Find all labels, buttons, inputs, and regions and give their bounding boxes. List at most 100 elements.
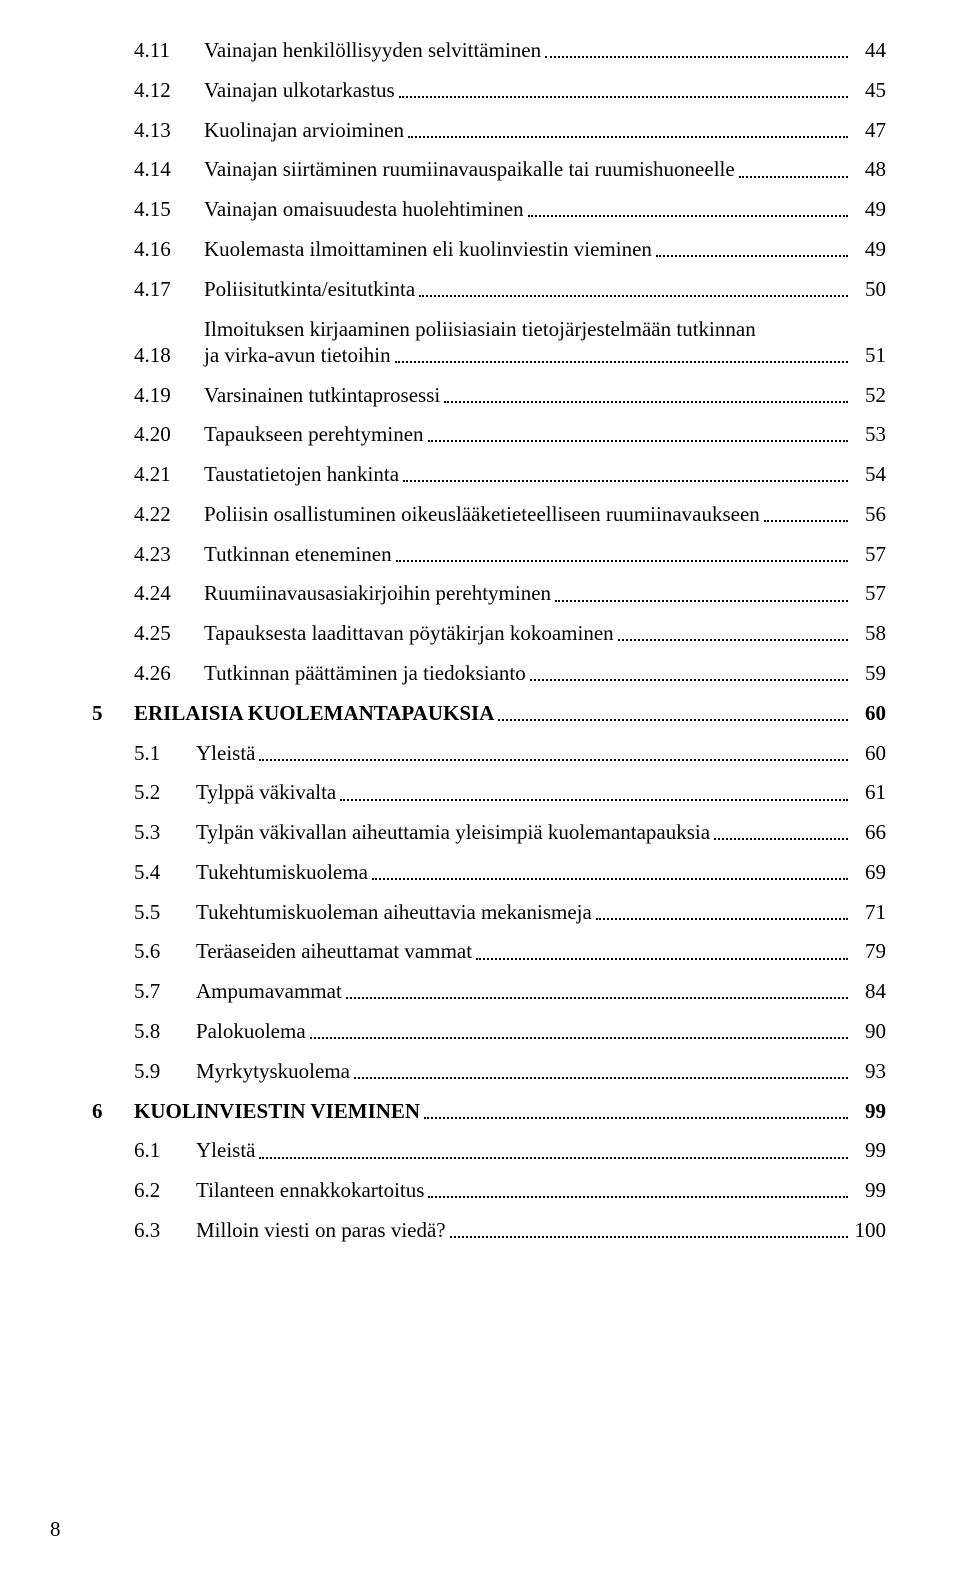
toc-page-number: 61 [850,780,886,805]
toc-section-number: 5.8 [134,1019,196,1044]
toc-title: ERILAISIA KUOLEMANTAPAUKSIA [134,701,494,726]
toc-leader-dots [739,175,848,178]
toc-chapter-number [92,900,134,925]
toc-chapter-number [92,1019,134,1044]
toc-section-number: 4.19 [134,383,204,408]
toc-chapter-number [92,277,134,302]
toc-title: Varsinainen tutkintaprosessi [204,383,440,408]
toc-chapter-number [92,979,134,1004]
toc-leader-dots [408,135,848,138]
toc-section-number: 5.1 [134,741,196,766]
toc-title: Palokuolema [196,1019,306,1044]
toc-leader-dots [656,254,848,257]
toc-section-entry: 4.15Vainajan omaisuudesta huolehtiminen4… [92,197,886,222]
toc-page-number: 60 [850,701,886,726]
toc-title: Tutkinnan eteneminen [204,542,392,567]
toc-leader-dots [545,55,848,58]
toc-chapter-number: 6 [92,1099,134,1124]
toc-chapter-number [92,38,134,63]
toc-title: Tutkinnan päättäminen ja tiedoksianto [204,661,526,686]
toc-title: Poliisin osallistuminen oikeuslääketiete… [204,502,760,527]
toc-chapter-number [92,1138,134,1163]
toc-section-number: 4.16 [134,237,204,262]
toc-title: Tilanteen ennakkokartoitus [196,1178,424,1203]
toc-page-number: 99 [850,1138,886,1163]
toc-section-entry: 4.12Vainajan ulkotarkastus45 [92,78,886,103]
toc-page-number: 49 [850,237,886,262]
toc-chapter-number [92,157,134,182]
toc-section-number: 5.6 [134,939,196,964]
toc-section-entry: 4.26Tutkinnan päättäminen ja tiedoksiant… [92,661,886,686]
toc-page-number: 59 [850,661,886,686]
toc-chapter-number [92,1218,134,1243]
toc-chapter-number [92,860,134,885]
toc-title-multiline: Ilmoituksen kirjaaminen poliisiasiain ti… [204,316,886,367]
toc-leader-dots [476,957,848,960]
toc-section-entry: 5.6Teräaseiden aiheuttamat vammat 79 [92,939,886,964]
page-number: 8 [50,1517,61,1542]
toc-title: Vainajan siirtäminen ruumiinavauspaikall… [204,157,735,182]
toc-chapter-number [92,118,134,143]
toc-section-number: 4.23 [134,542,204,567]
toc-page-number: 49 [850,197,886,222]
toc-title: Teräaseiden aiheuttamat vammat [196,939,472,964]
toc-title: Yleistä [196,741,255,766]
toc-leader-dots [419,294,848,297]
toc-chapter-number [92,661,134,686]
toc-section-entry: 4.14Vainajan siirtäminen ruumiinavauspai… [92,157,886,182]
toc-page-number: 100 [850,1218,886,1243]
toc-chapter-entry: 5ERILAISIA KUOLEMANTAPAUKSIA 60 [92,701,886,726]
toc-page-number: 79 [850,939,886,964]
toc-chapter-number [92,1178,134,1203]
toc-section-entry: 4.22Poliisin osallistuminen oikeuslääket… [92,502,886,527]
toc-leader-dots [530,678,848,681]
toc-section-entry: 5.2Tylppä väkivalta61 [92,780,886,805]
toc-chapter-number [92,581,134,606]
toc-page-number: 50 [850,277,886,302]
toc-title: KUOLINVIESTIN VIEMINEN [134,1099,420,1124]
toc-section-entry: 4.16Kuolemasta ilmoittaminen eli kuolinv… [92,237,886,262]
table-of-contents: 4.11Vainajan henkilöllisyyden selvittämi… [92,38,886,1243]
toc-section-entry: 6.1Yleistä99 [92,1138,886,1163]
toc-section-entry: 4.25Tapauksesta laadittavan pöytäkirjan … [92,621,886,646]
toc-chapter-number [92,621,134,646]
toc-leader-dots [395,360,848,363]
toc-page-number: 93 [850,1059,886,1084]
toc-leader-dots [555,599,848,602]
page: 4.11Vainajan henkilöllisyyden selvittämi… [0,0,960,1570]
toc-section-entry: 5.7Ampumavammat84 [92,979,886,1004]
toc-chapter-number [92,383,134,408]
toc-leader-dots [372,877,848,880]
toc-title: Yleistä [196,1138,255,1163]
toc-leader-dots [450,1235,848,1238]
toc-section-number: 5.9 [134,1059,196,1084]
toc-title: Kuolinajan arvioiminen [204,118,404,143]
toc-page-number: 71 [850,900,886,925]
toc-section-entry: 5.3Tylpän väkivallan aiheuttamia yleisim… [92,820,886,845]
toc-chapter-number [92,502,134,527]
toc-chapter-number [92,462,134,487]
toc-section-number: 5.5 [134,900,196,925]
toc-chapter-number [92,741,134,766]
toc-section-entry: 4.20Tapaukseen perehtyminen53 [92,422,886,447]
toc-page-number: 99 [850,1178,886,1203]
toc-leader-dots [618,638,848,641]
toc-chapter-number [92,820,134,845]
toc-leader-dots [764,519,848,522]
toc-section-entry: 4.23Tutkinnan eteneminen57 [92,542,886,567]
toc-section-number: 4.25 [134,621,204,646]
toc-leader-dots [596,917,848,920]
toc-chapter-number: 5 [92,701,134,726]
toc-section-number: 6.3 [134,1218,196,1243]
toc-title: Vainajan henkilöllisyyden selvittäminen [204,38,541,63]
toc-section-number: 5.2 [134,780,196,805]
toc-section-entry: 4.19Varsinainen tutkintaprosessi52 [92,383,886,408]
toc-leader-dots [340,798,848,801]
toc-page-number: 51 [850,343,886,368]
toc-page-number: 54 [850,462,886,487]
toc-leader-dots [259,1156,848,1159]
toc-chapter-number [92,197,134,222]
toc-title: Vainajan ulkotarkastus [204,78,395,103]
toc-title: Tapauksesta laadittavan pöytäkirjan koko… [204,621,614,646]
toc-page-number: 69 [850,860,886,885]
